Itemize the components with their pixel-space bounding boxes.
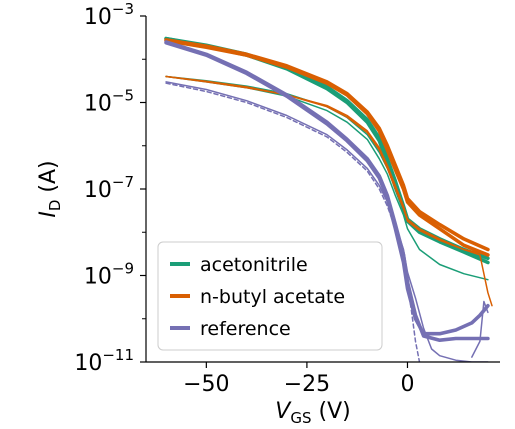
y-tick-label: 10−7 [84,173,134,203]
legend-label: n-butyl acetate [200,286,345,308]
x-tick-label: −25 [284,372,330,397]
ticks: −50 −25 0 10−3 10−5 10−7 10−9 10−11 VGS (V) ID (A… [36,0,414,427]
series-n-butyl-acetate-curve-2 [164,38,490,257]
y-tick-label: 10−3 [84,0,134,30]
legend-label: reference [200,318,291,340]
series-reference-curve-3 [165,81,489,362]
plot-lines [164,36,493,362]
x-tick-label: −50 [183,372,229,397]
series-reference-curve-5 [471,300,489,358]
x-axis-label: VGS (V) [275,399,350,427]
x-tick-label: 0 [400,372,414,397]
y-tick-label: 10−9 [84,260,134,290]
y-tick-label: 10−5 [84,87,134,117]
series-reference-curve-4 [165,82,421,362]
legend-label: acetonitrile [200,254,308,276]
y-tick-label: 10−11 [74,346,134,376]
y-axis-label: ID (A) [36,160,64,217]
series-acetonitrile-curve-3 [165,75,489,260]
legend-box [157,241,383,351]
legend: acetonitrile n-butyl acetate reference [157,241,383,351]
series-n-butyl-acetate-curve-1 [164,38,490,252]
